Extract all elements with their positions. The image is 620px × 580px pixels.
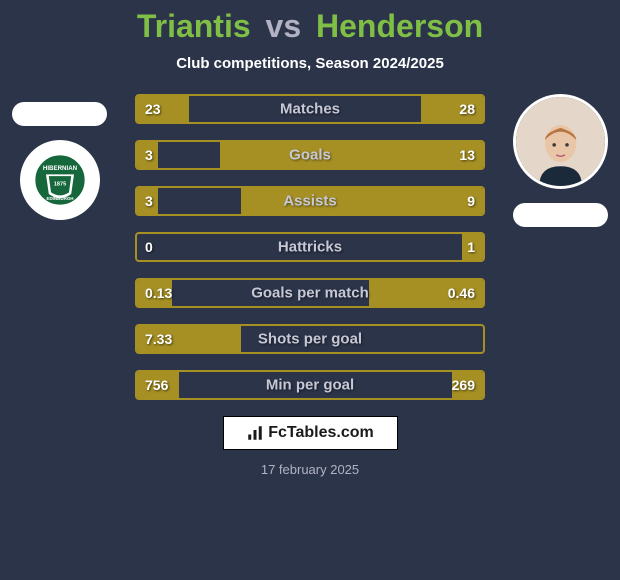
player-left-name-pill [12,102,107,126]
stat-value-left: 23 [145,101,161,117]
footer-logo-text: FcTables.com [246,424,374,442]
title-player-right: Henderson [316,8,483,44]
stat-value-right: 269 [452,377,475,393]
stat-value-left: 3 [145,147,153,163]
stat-value-right: 0.46 [448,285,475,301]
stat-value-left: 0 [145,239,153,255]
stat-value-right: 28 [459,101,475,117]
player-right-photo [513,94,608,189]
stat-label: Assists [137,193,483,210]
club-badge-icon: HIBERNIAN EDINBURGH 1875 [32,152,88,208]
stat-row: Assists3 9 [135,186,485,216]
footer-date: 17 february 2025 [0,462,620,477]
footer-logo: FcTables.com [223,416,398,450]
svg-text:EDINBURGH: EDINBURGH [46,196,73,201]
stat-label: Min per goal [137,377,483,394]
player-left-column: HIBERNIAN EDINBURGH 1875 [12,94,107,220]
player-right-name-pill [513,203,608,227]
player-right-column [513,94,608,227]
comparison-title: Triantis vs Henderson [0,8,620,45]
footer-logo-label: FcTables.com [268,424,374,442]
svg-text:1875: 1875 [53,182,65,188]
stat-row: Shots per goal7.33 [135,324,485,354]
title-vs: vs [266,8,302,44]
svg-text:HIBERNIAN: HIBERNIAN [42,165,77,172]
title-player-left: Triantis [137,8,251,44]
stat-value-left: 0.13 [145,285,172,301]
stat-value-right: 1 [467,239,475,255]
stat-row: Goals3 13 [135,140,485,170]
player-left-club-badge: HIBERNIAN EDINBURGH 1875 [20,140,100,220]
stat-row: Min per goal756 269 [135,370,485,400]
stat-bars: Matches2328Goals313Assists39Hattricks01G… [135,94,485,400]
subtitle: Club competitions, Season 2024/2025 [0,55,620,72]
stat-value-right: 9 [467,193,475,209]
root: Triantis vs Henderson Club competitions,… [0,0,620,580]
comparison-body: HIBERNIAN EDINBURGH 1875 [0,94,620,400]
stat-row: Matches23 28 [135,94,485,124]
stat-label: Hattricks [137,239,483,256]
stat-label: Goals per match [137,285,483,302]
stat-row: Goals per match0.13 0.46 [135,278,485,308]
stat-label: Goals [137,147,483,164]
stat-value-right: 13 [459,147,475,163]
chart-icon [246,424,264,442]
player-photo-placeholder [516,97,605,186]
stat-label: Shots per goal [137,331,483,348]
stat-value-left: 3 [145,193,153,209]
stat-row: Hattricks0 1 [135,232,485,262]
stat-label: Matches [137,101,483,118]
person-icon [525,115,596,186]
stat-value-left: 756 [145,377,168,393]
stat-value-left: 7.33 [145,331,172,347]
